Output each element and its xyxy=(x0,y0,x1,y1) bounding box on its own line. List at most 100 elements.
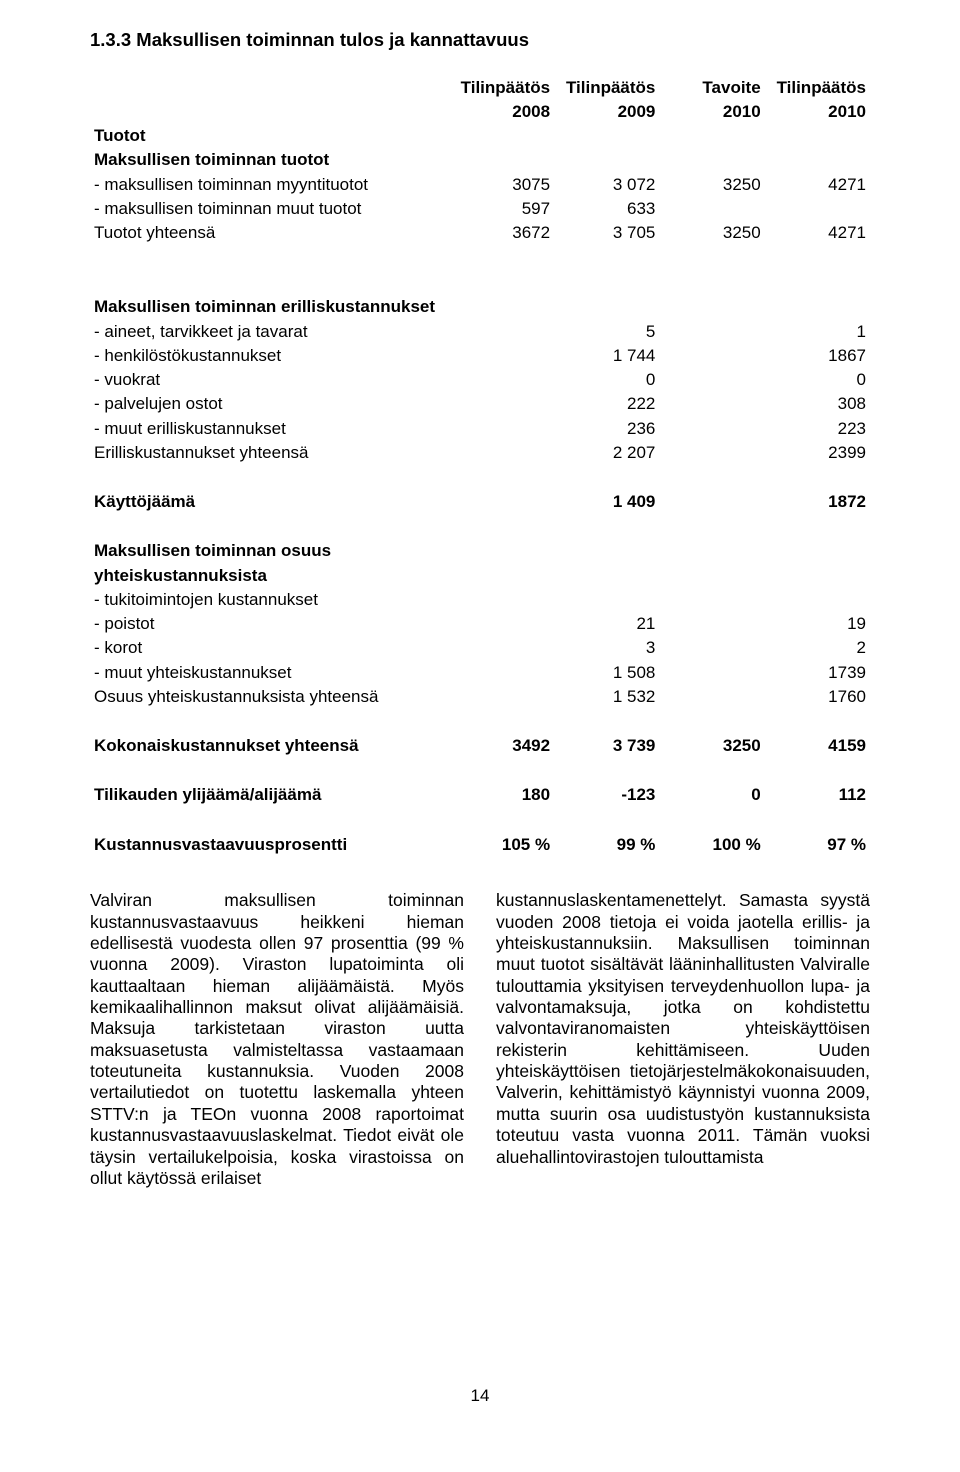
cell-value: 308 xyxy=(765,392,870,416)
cell-value: 3 072 xyxy=(554,172,659,196)
col-header: Tilinpäätös xyxy=(765,75,870,99)
cell-label: Tilikauden ylijäämä/alijäämä xyxy=(90,783,449,807)
cell-value: 105 % xyxy=(449,832,554,856)
cell-value: 2 207 xyxy=(554,440,659,464)
cell-value: 2 xyxy=(765,636,870,660)
table-group-heading: Maksullisen toiminnan erilliskustannukse… xyxy=(90,295,870,319)
cell-value: 222 xyxy=(554,392,659,416)
cell-label: Kokonaiskustannukset yhteensä xyxy=(90,734,449,758)
cell-value: 1 xyxy=(765,319,870,343)
cell-value: 3250 xyxy=(659,221,764,245)
cell-value: 1760 xyxy=(765,684,870,708)
cell-value: 1 532 xyxy=(554,684,659,708)
cell-value: 180 xyxy=(449,783,554,807)
page-number: 14 xyxy=(90,1385,870,1406)
table-row: - korot 3 2 xyxy=(90,636,870,660)
cell-label: - palvelujen ostot xyxy=(90,392,449,416)
cell-value: 3 739 xyxy=(554,734,659,758)
section-title: 1.3.3 Maksullisen toiminnan tulos ja kan… xyxy=(90,28,870,51)
table-row: - muut erilliskustannukset 236 223 xyxy=(90,416,870,440)
table-group-heading: Tuotot xyxy=(90,124,870,148)
table-row-tilikausi: Tilikauden ylijäämä/alijäämä 180 -123 0 … xyxy=(90,783,870,807)
cell-value: 0 xyxy=(765,368,870,392)
table-row-kustannus: Kustannusvastaavuusprosentti 105 % 99 % … xyxy=(90,832,870,856)
cell-label: Maksullisen toiminnan erilliskustannukse… xyxy=(90,295,449,319)
table-row: - palvelujen ostot 222 308 xyxy=(90,392,870,416)
cell-value: 4159 xyxy=(765,734,870,758)
cell-value: 99 % xyxy=(554,832,659,856)
col-header: Tavoite xyxy=(659,75,764,99)
col-header: 2008 xyxy=(449,99,554,123)
cell-value: 97 % xyxy=(765,832,870,856)
cell-value: 236 xyxy=(554,416,659,440)
table-group-heading: Maksullisen toiminnan tuotot xyxy=(90,148,870,172)
cell-value: 1 409 xyxy=(554,490,659,514)
cell-label: Erilliskustannukset yhteensä xyxy=(90,440,449,464)
table-row: - poistot 21 19 xyxy=(90,612,870,636)
cell-value: 3075 xyxy=(449,172,554,196)
cell-label: Maksullisen toiminnan osuus xyxy=(90,539,449,563)
table-row: - maksullisen toiminnan myyntituotot 307… xyxy=(90,172,870,196)
cell-label: - muut yhteiskustannukset xyxy=(90,660,449,684)
table-row: - aineet, tarvikkeet ja tavarat 5 1 xyxy=(90,319,870,343)
cell-label: - vuokrat xyxy=(90,368,449,392)
body-col-right: kustannuslaskentamenettelyt. Samasta syy… xyxy=(496,890,870,1189)
body-col-left: Valviran maksullisen toiminnan kustannus… xyxy=(90,890,464,1189)
cell-value: 3672 xyxy=(449,221,554,245)
cell-value: 1872 xyxy=(765,490,870,514)
col-header: 2009 xyxy=(554,99,659,123)
cell-value: 4271 xyxy=(765,221,870,245)
col-header: Tilinpäätös xyxy=(449,75,554,99)
cell-value: 1867 xyxy=(765,343,870,367)
cell-label: Tuotot xyxy=(90,124,449,148)
cell-label: - henkilöstökustannukset xyxy=(90,343,449,367)
cell-label: Maksullisen toiminnan tuotot xyxy=(90,148,449,172)
cell-value: 3 705 xyxy=(554,221,659,245)
cell-value: 0 xyxy=(659,783,764,807)
cell-value: -123 xyxy=(554,783,659,807)
cell-value: 112 xyxy=(765,783,870,807)
cell-value: 1 508 xyxy=(554,660,659,684)
cell-label: - maksullisen toiminnan myyntituotot xyxy=(90,172,449,196)
cell-label: - korot xyxy=(90,636,449,660)
table-row-total: Tuotot yhteensä 3672 3 705 3250 4271 xyxy=(90,221,870,245)
cell-value: 633 xyxy=(554,196,659,220)
cell-label: yhteiskustannuksista xyxy=(90,563,449,587)
cell-value: 0 xyxy=(554,368,659,392)
cell-value: 4271 xyxy=(765,172,870,196)
col-header: Tilinpäätös xyxy=(554,75,659,99)
table-header-row: Tilinpäätös Tilinpäätös Tavoite Tilinpää… xyxy=(90,75,870,99)
cell-label: - muut erilliskustannukset xyxy=(90,416,449,440)
cell-value: 3250 xyxy=(659,172,764,196)
table-row-kokonais: Kokonaiskustannukset yhteensä 3492 3 739… xyxy=(90,734,870,758)
body-text: Valviran maksullisen toiminnan kustannus… xyxy=(90,890,870,1189)
cell-value: 597 xyxy=(449,196,554,220)
cell-value: 19 xyxy=(765,612,870,636)
cell-label: - aineet, tarvikkeet ja tavarat xyxy=(90,319,449,343)
cell-label: Kustannusvastaavuusprosentti xyxy=(90,832,449,856)
financial-table: Tilinpäätös Tilinpäätös Tavoite Tilinpää… xyxy=(90,75,870,856)
cell-value: 2399 xyxy=(765,440,870,464)
cell-label: - tukitoimintojen kustannukset xyxy=(90,587,449,611)
cell-value: 100 % xyxy=(659,832,764,856)
cell-value: 21 xyxy=(554,612,659,636)
table-group-heading: yhteiskustannuksista xyxy=(90,563,870,587)
cell-label: Tuotot yhteensä xyxy=(90,221,449,245)
cell-value: 3492 xyxy=(449,734,554,758)
cell-value: 223 xyxy=(765,416,870,440)
cell-label: - poistot xyxy=(90,612,449,636)
col-header: 2010 xyxy=(659,99,764,123)
cell-value: 3 xyxy=(554,636,659,660)
table-row: - vuokrat 0 0 xyxy=(90,368,870,392)
table-row: - tukitoimintojen kustannukset xyxy=(90,587,870,611)
table-row: - maksullisen toiminnan muut tuotot 597 … xyxy=(90,196,870,220)
cell-label: Käyttöjäämä xyxy=(90,490,449,514)
cell-value: 5 xyxy=(554,319,659,343)
table-row: - muut yhteiskustannukset 1 508 1739 xyxy=(90,660,870,684)
cell-label: Osuus yhteiskustannuksista yhteensä xyxy=(90,684,449,708)
table-header-row: 2008 2009 2010 2010 xyxy=(90,99,870,123)
cell-value: 3250 xyxy=(659,734,764,758)
table-row: - henkilöstökustannukset 1 744 1867 xyxy=(90,343,870,367)
cell-value: 1 744 xyxy=(554,343,659,367)
cell-value: 1739 xyxy=(765,660,870,684)
